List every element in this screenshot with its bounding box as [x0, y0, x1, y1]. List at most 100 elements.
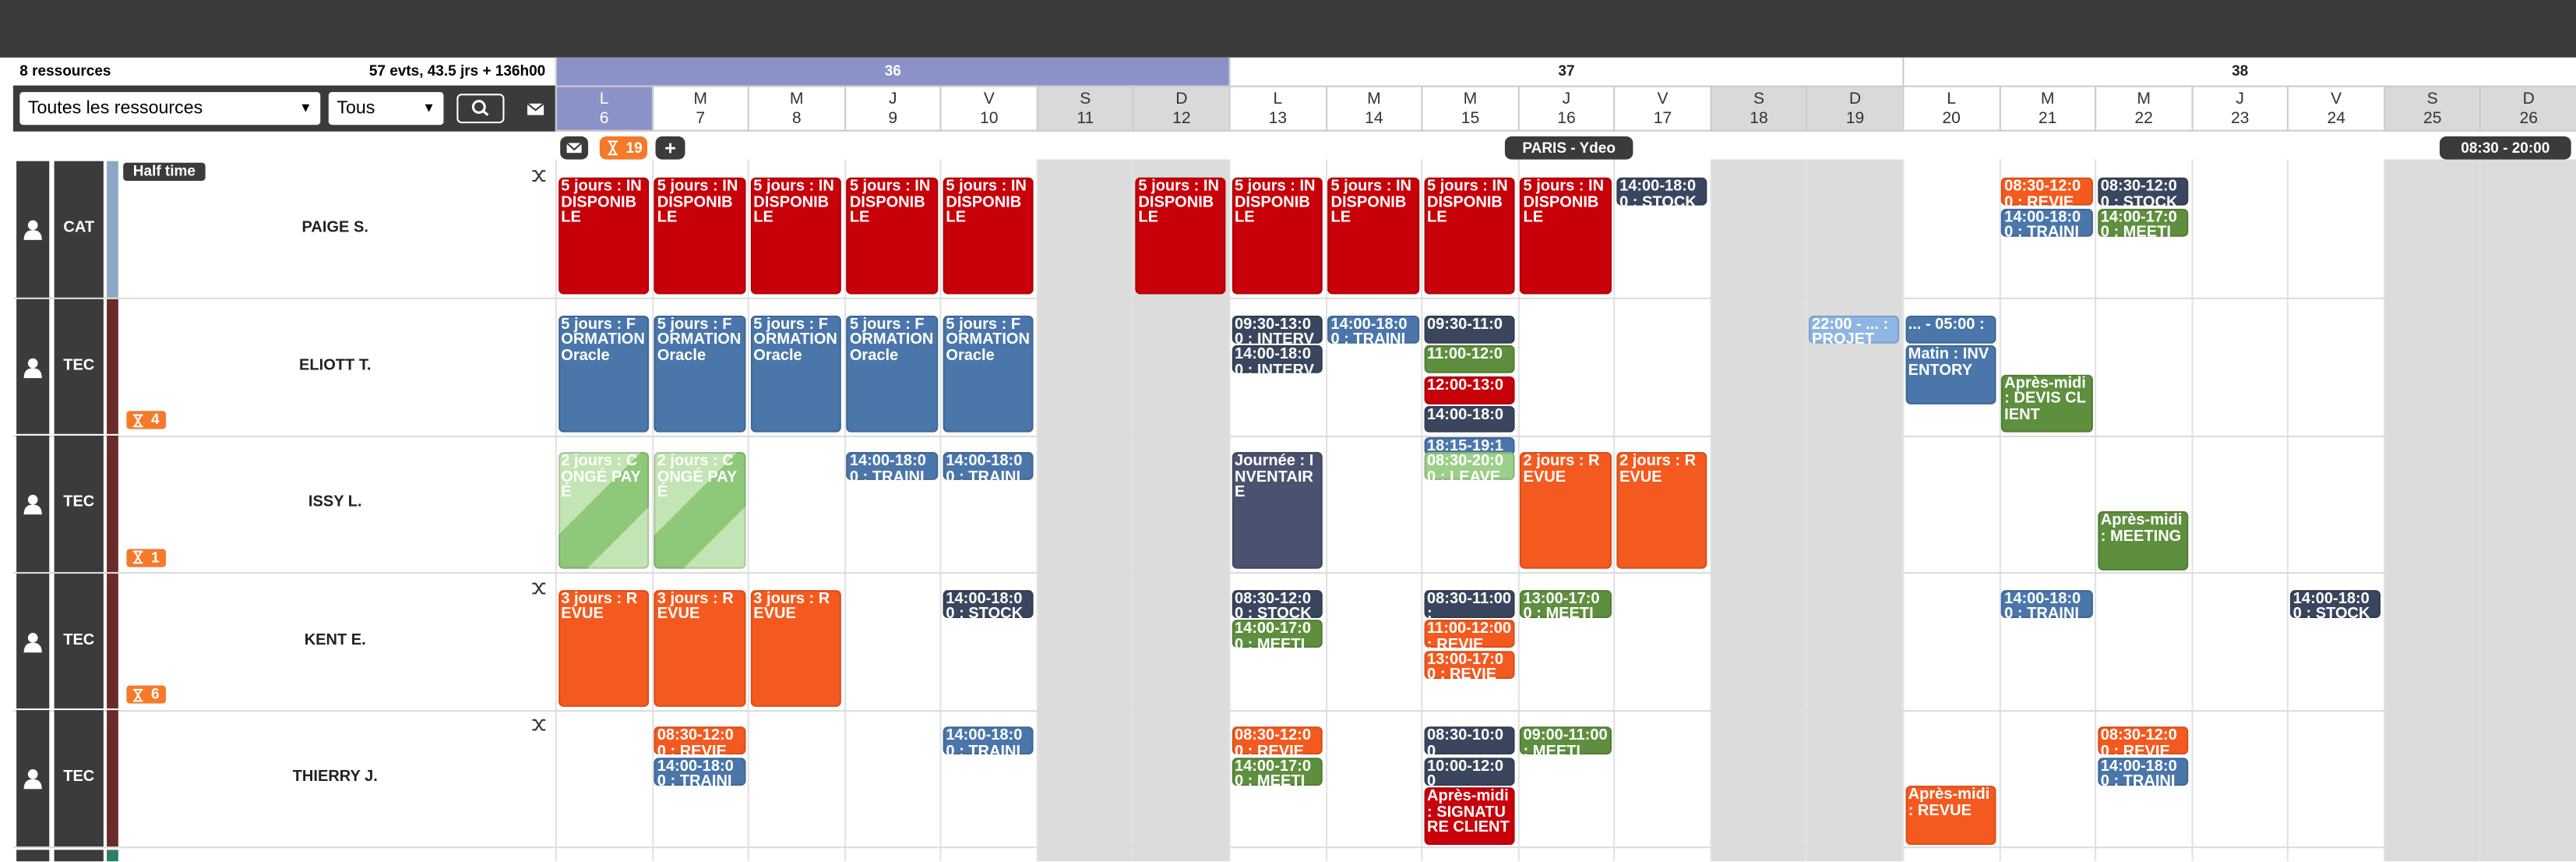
event[interactable]: 5 jours : INDISPONIBLE	[1423, 177, 1515, 295]
event[interactable]: 14:00-18:00 : STOCK	[943, 589, 1034, 617]
pending-badge: 6	[126, 685, 167, 704]
event[interactable]: 2 jours : CONGÉ PAYÉ	[654, 451, 745, 569]
event[interactable]: 3 jours : REVUE	[654, 589, 745, 706]
event[interactable]: 5 jours : INDISPONIBLE	[1231, 177, 1323, 295]
event[interactable]: 08:30-20:00 : LEAVE	[1423, 451, 1515, 480]
search-button[interactable]	[456, 94, 505, 124]
event[interactable]: 14:00-18:00 : TRAINI	[2097, 757, 2189, 786]
event[interactable]: 08:30-11:00 :	[1423, 589, 1515, 617]
event[interactable]: 08:30-12:00 : STOCK	[2097, 177, 2189, 206]
event[interactable]: 09:00-11:00 : MEETI	[1520, 726, 1612, 755]
event[interactable]: 2 jours : REVUE	[1616, 451, 1708, 569]
event[interactable]: 14:00-18:00 : TRAINI	[846, 451, 938, 480]
event[interactable]: 14:00-18:00 : TRAINI	[943, 451, 1034, 480]
event[interactable]: 08:30-12:00 : REVIE	[654, 726, 745, 755]
mail-badge[interactable]	[560, 136, 589, 160]
event[interactable]: 5 jours : INDISPONIBLE	[750, 177, 842, 295]
add-button[interactable]: +	[655, 136, 685, 160]
event[interactable]: 2 jours : REVUE	[1520, 451, 1612, 569]
type-select[interactable]: Tous ▼	[328, 92, 444, 125]
day-header: M 21	[1998, 85, 2095, 132]
location: PARIS - Ydeo	[1504, 136, 1633, 160]
day-date: 26	[2519, 110, 2539, 129]
event[interactable]: 5 jours : INDISPONIBLE	[846, 177, 938, 295]
event[interactable]: 13:00-17:00 : REVIE	[1423, 650, 1515, 678]
event[interactable]: 5 jours : FORMATION Oracle	[846, 314, 938, 432]
day-date: 23	[2230, 110, 2250, 129]
event[interactable]: 14:00-17:00 : MEETI	[1231, 620, 1323, 648]
event[interactable]: 08:30-12:00 : REVIE	[1231, 726, 1323, 755]
mail-button[interactable]	[519, 92, 551, 125]
event[interactable]: ... - 05:00 :	[1905, 314, 1996, 343]
row-separator	[12, 709, 2576, 712]
event[interactable]: 5 jours : INDISPONIBLE	[558, 177, 650, 295]
day-letter: M	[2137, 90, 2151, 109]
event[interactable]: 12:00-13:0	[1423, 375, 1515, 404]
event[interactable]: 3 jours : REVUE	[750, 589, 842, 706]
day-date: 24	[2327, 110, 2345, 129]
event[interactable]: 14:00-18:00 : INTERV	[1231, 344, 1323, 373]
resource-select[interactable]: Toutes les ressources ▼	[19, 92, 321, 125]
event[interactable]: 09:30-11:0	[1423, 314, 1515, 343]
event[interactable]: 08:30-12:00 : REVIE	[2097, 726, 2189, 755]
event[interactable]: Après-midi : DEVIS CLIENT	[2000, 373, 2093, 433]
day-column	[2479, 159, 2576, 862]
event[interactable]: 22:00 - ... : PROJET	[1808, 314, 1901, 343]
role-cell: TEC	[54, 710, 104, 846]
event[interactable]: 3 jours : REVUE	[558, 589, 650, 706]
event[interactable]: 14:00-18:00 : STOCK	[1616, 177, 1708, 206]
event[interactable]: 14:00-18:00 : TRAINI	[2000, 207, 2093, 236]
event[interactable]: Après-midi : SIGNATURE CLIENT	[1423, 787, 1515, 845]
event[interactable]: 08:30-10:00	[1423, 726, 1515, 755]
event[interactable]: 10:00-12:00	[1423, 757, 1515, 786]
day-date: 16	[1557, 110, 1576, 129]
event[interactable]: 5 jours : INDISPONIBLE	[654, 177, 745, 295]
event[interactable]: 14:00-18:00 : STOCK	[2289, 589, 2381, 617]
event[interactable]: 08:30-12:00 : STOCK	[1231, 589, 1323, 617]
color-strip	[107, 573, 118, 709]
color-strip	[107, 161, 118, 297]
event[interactable]: 5 jours : FORMATION Oracle	[558, 314, 650, 432]
event[interactable]: 14:00-18:00 : TRAINI	[1327, 314, 1419, 343]
event[interactable]: Matin : INVENTORY	[1905, 344, 1996, 405]
day-column	[2383, 159, 2480, 862]
event[interactable]: 5 jours : INDISPONIBLE	[1520, 177, 1612, 295]
event[interactable]: Après-midi : MEETING	[2097, 510, 2189, 570]
event[interactable]: Après-midi : REVUE	[1905, 786, 1996, 845]
event[interactable]: 5 jours : INDISPONIBLE	[1327, 177, 1419, 295]
pending-badge: 4	[126, 411, 167, 429]
event[interactable]: 5 jours : FORMATION Oracle	[943, 314, 1034, 432]
day-letter: M	[1367, 90, 1381, 109]
user-icon	[23, 220, 42, 240]
event[interactable]: 14:00-18:0	[1423, 405, 1515, 433]
event[interactable]: 14:00-18:00 : TRAINI	[943, 726, 1034, 755]
event[interactable]: 11:00-12:00 : REVIE	[1423, 620, 1515, 648]
day-letter: J	[888, 90, 897, 109]
event[interactable]: 08:30-12:00 : REVIE	[2000, 177, 2093, 206]
icon-cell	[16, 435, 50, 571]
day-letter: D	[1848, 90, 1862, 109]
event[interactable]: 14:00-18:00 : TRAINI	[654, 757, 745, 786]
day-column	[1902, 159, 1999, 862]
role-cell: TEC	[54, 298, 104, 434]
day-letter: J	[1562, 90, 1571, 109]
event[interactable]: 5 jours : INDISPONIBLE	[943, 177, 1034, 295]
event[interactable]: Journée : INVENTAIRE	[1231, 451, 1323, 569]
icon-cell	[16, 850, 50, 862]
day-letter: S	[1753, 90, 1765, 109]
day-column	[1806, 159, 1903, 862]
event[interactable]: 5 jours : FORMATION Oracle	[654, 314, 745, 432]
event[interactable]: 11:00-12:0	[1423, 344, 1515, 373]
day-header: V 17	[1613, 85, 1711, 132]
event[interactable]: 14:00-18:00 : TRAINI	[2000, 589, 2093, 617]
event[interactable]: 09:30-13:00 : INTERV	[1231, 314, 1323, 343]
event[interactable]: 2 jours : CONGÉ PAYÉ	[558, 451, 650, 569]
event[interactable]: 14:00-17:00 : MEETI	[1231, 757, 1323, 786]
event[interactable]: 14:00-17:00 : MEETI	[2097, 207, 2189, 236]
event[interactable]: 13:00-17:00 : MEETI	[1520, 589, 1612, 617]
event[interactable]: 5 jours : FORMATION Oracle	[750, 314, 842, 432]
day-date: 20	[1942, 110, 1961, 129]
pending-badge[interactable]: 19	[599, 136, 647, 160]
event[interactable]: 5 jours : INDISPONIBLE	[1135, 177, 1227, 295]
